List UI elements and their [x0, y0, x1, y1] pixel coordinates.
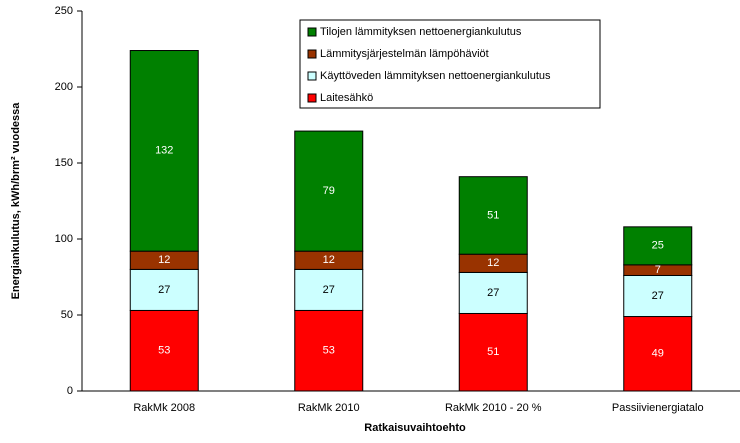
bar-segment — [129, 50, 199, 252]
x-tick-label: RakMk 2010 — [298, 402, 360, 414]
data-label: 53 — [323, 345, 335, 357]
legend-label: Tilojen lämmityksen nettoenergiankulutus — [320, 26, 522, 38]
y-tick-label: 250 — [55, 5, 73, 17]
bar-segment — [623, 274, 693, 318]
bar-segment — [623, 316, 693, 392]
data-label: 53 — [158, 345, 170, 357]
y-axis-label: Energiankulutus, kWh/brm² vuodessa — [10, 102, 22, 300]
legend-label: Lämmitysjärjestelmän lämpöhäviöt — [320, 48, 489, 60]
y-tick-label: 200 — [55, 81, 73, 93]
bar-segment — [458, 176, 528, 255]
legend-swatch — [307, 49, 317, 59]
x-tick-label: RakMk 2010 - 20 % — [445, 402, 542, 414]
data-label: 49 — [652, 348, 664, 360]
data-label: 27 — [652, 290, 664, 302]
data-label: 51 — [487, 346, 499, 358]
data-label: 12 — [158, 254, 170, 266]
bar-segment — [458, 271, 528, 314]
data-label: 25 — [652, 240, 664, 252]
legend-swatch — [307, 93, 317, 103]
legend-swatch — [307, 71, 317, 81]
y-tick-label: 50 — [61, 309, 73, 321]
legend-label: Käyttöveden lämmityksen nettoenergiankul… — [320, 70, 551, 82]
legend-box — [299, 19, 601, 109]
data-label: 27 — [158, 284, 170, 296]
data-label: 27 — [487, 287, 499, 299]
y-tick-label: 150 — [55, 157, 73, 169]
bar-segment — [623, 226, 693, 266]
bar-segment — [458, 312, 528, 392]
data-label: 132 — [155, 145, 173, 157]
data-label: 51 — [487, 209, 499, 221]
legend-label: Laitesähkö — [320, 92, 373, 104]
bar-segment — [294, 130, 364, 252]
legend-swatch — [307, 27, 317, 37]
data-label: 79 — [323, 185, 335, 197]
data-label: 7 — [655, 264, 661, 276]
y-tick-label: 0 — [67, 385, 73, 397]
x-tick-label: RakMk 2008 — [133, 402, 195, 414]
data-label: 12 — [487, 257, 499, 269]
data-label: 27 — [323, 284, 335, 296]
bar-segment — [129, 268, 199, 311]
x-tick-label: Passiivienergiatalo — [612, 402, 704, 414]
x-axis-label: Ratkaisuvaihtoehto — [364, 422, 466, 434]
y-tick-label: 100 — [55, 233, 73, 245]
data-label: 12 — [323, 254, 335, 266]
